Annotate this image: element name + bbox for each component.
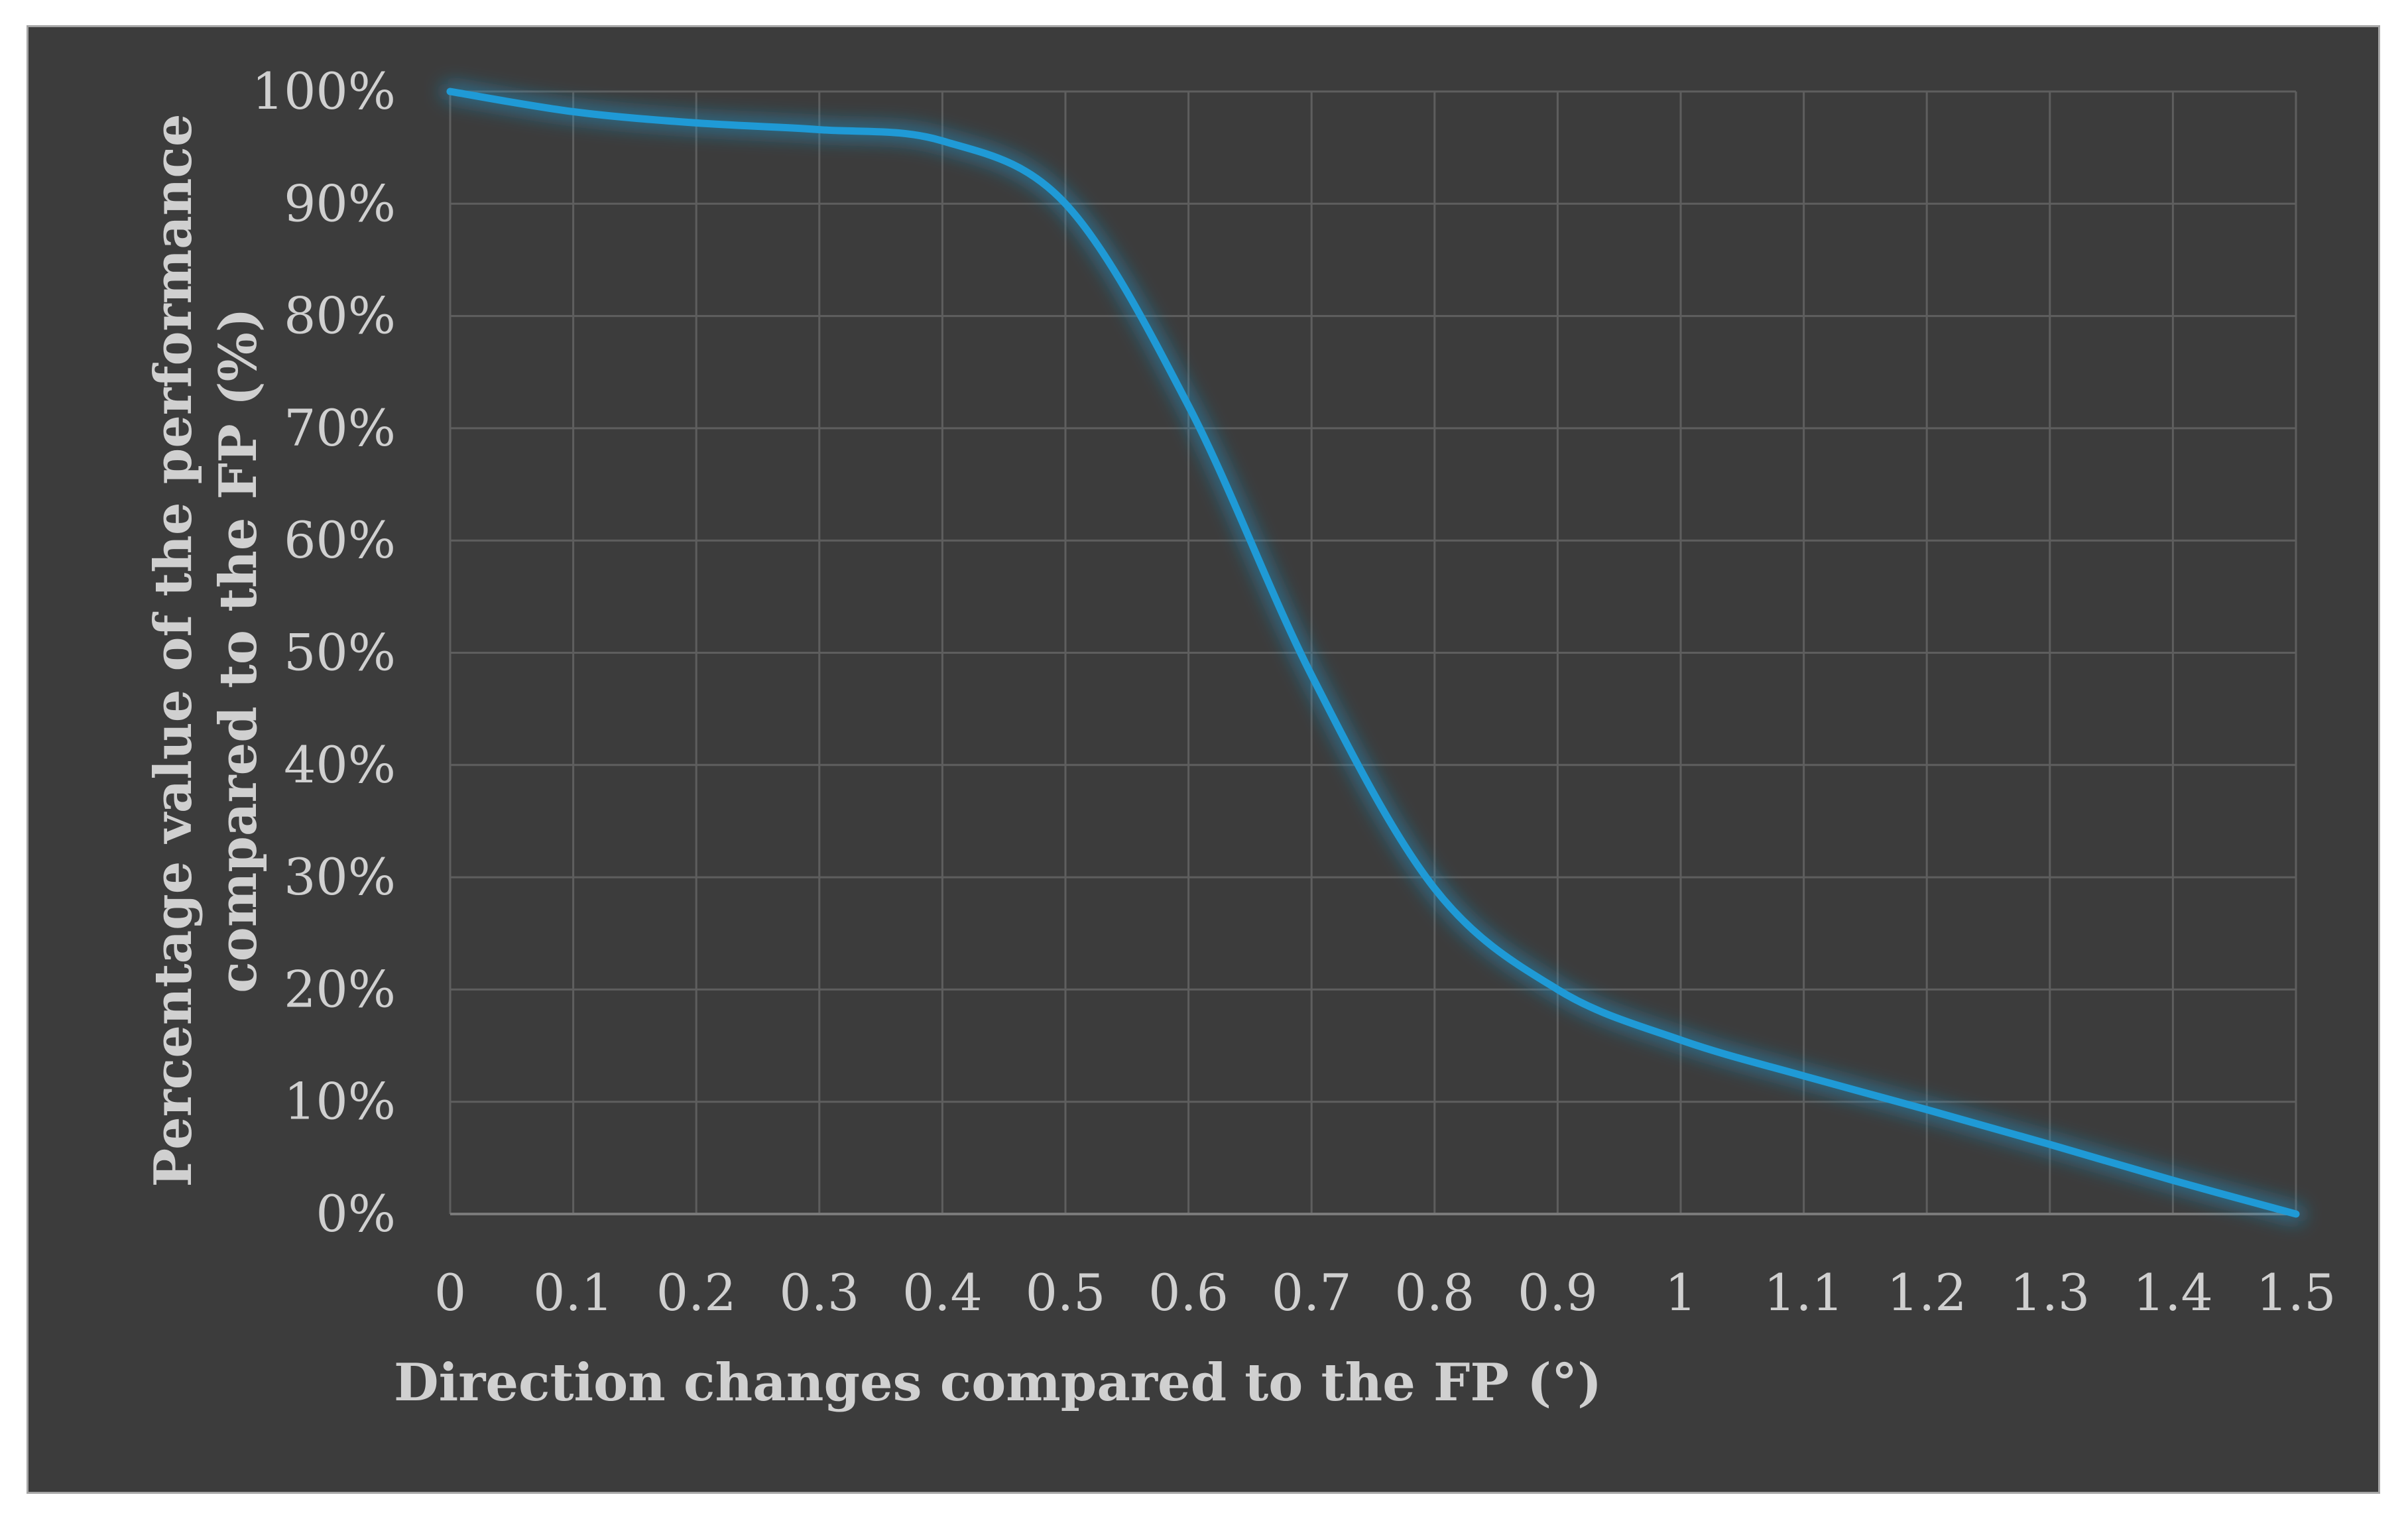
y-tick-label: 60% — [284, 511, 396, 570]
x-tick-label: 0.3 — [779, 1263, 859, 1322]
x-tick-label: 0.2 — [656, 1263, 737, 1322]
x-tick-label: 0.6 — [1148, 1263, 1229, 1322]
line-chart: 0 0.1 0.2 0.3 0.4 0.5 0.6 0.7 0.8 0.9 1 1.1 1.2 1.3 1.… — [143, 62, 2336, 1413]
series-line — [446, 88, 2300, 1218]
chart-frame: 0 0.1 0.2 0.3 0.4 0.5 0.6 0.7 0.8 0.9 1 1.1 1.2 1.3 1.… — [27, 25, 2380, 1494]
x-tick-label: 0.4 — [902, 1263, 983, 1322]
y-tick-label: 40% — [284, 735, 396, 794]
x-tick-label: 1.5 — [2256, 1263, 2336, 1322]
x-tick-label: 0.5 — [1026, 1263, 1106, 1322]
x-tick-label: 1.3 — [2010, 1263, 2090, 1322]
tick-labels: 0 0.1 0.2 0.3 0.4 0.5 0.6 0.7 0.8 0.9 1 1.1 1.2 1.3 1.… — [252, 62, 2336, 1322]
y-tick-label: 20% — [284, 959, 396, 1018]
x-tick-label: 0.9 — [1518, 1263, 1598, 1322]
y-tick-label: 0% — [316, 1184, 396, 1243]
x-tick-label: 0.7 — [1272, 1263, 1352, 1322]
y-tick-label: 50% — [284, 623, 396, 682]
x-tick-label: 1.2 — [1887, 1263, 1967, 1322]
y-tick-label: 100% — [252, 62, 396, 121]
y-tick-label: 90% — [284, 174, 396, 233]
y-axis-title-line1: Percentage value of the performance — [143, 113, 204, 1187]
y-tick-label: 10% — [284, 1072, 396, 1131]
series-layer — [442, 83, 2305, 1223]
y-tick-label: 70% — [284, 398, 396, 457]
grid — [449, 90, 2297, 1215]
x-tick-label: 0 — [434, 1263, 466, 1322]
x-tick-label: 0.8 — [1394, 1263, 1475, 1322]
x-axis-title: Direction changes compared to the FP (°) — [394, 1353, 1602, 1413]
x-tick-label: 1.1 — [1764, 1263, 1844, 1322]
x-tick-label: 1 — [1665, 1263, 1697, 1322]
y-tick-label: 80% — [284, 286, 396, 345]
y-axis-title-line2: compared to the FP (%) — [208, 308, 269, 993]
x-tick-label: 1.4 — [2133, 1263, 2213, 1322]
x-tick-label: 0.1 — [533, 1263, 613, 1322]
y-tick-label: 30% — [284, 847, 396, 906]
